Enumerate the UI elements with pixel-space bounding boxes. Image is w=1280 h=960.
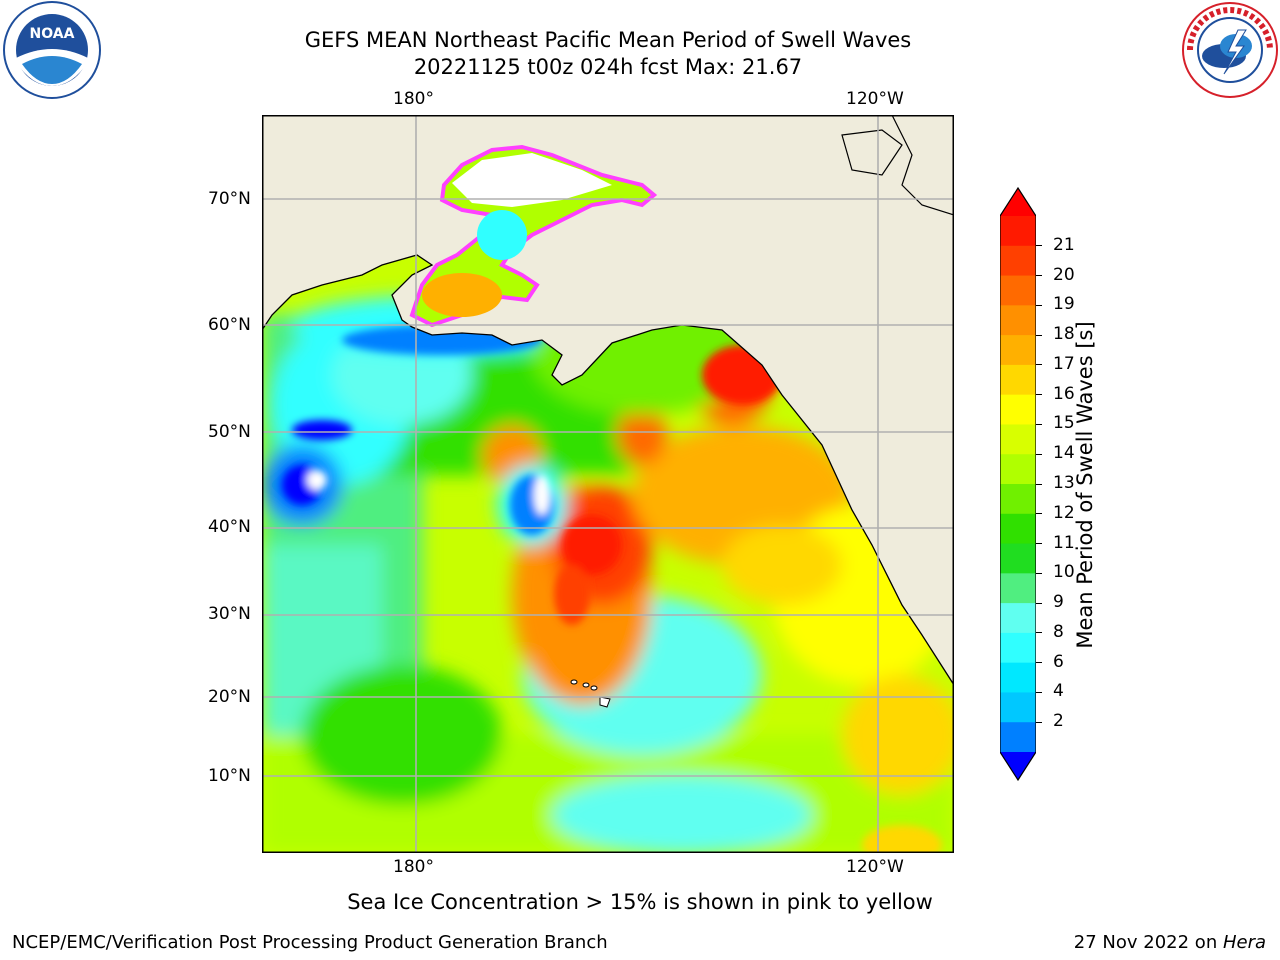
colorbar-segment bbox=[1000, 722, 1036, 753]
colorbar-tick-label: 21 bbox=[1053, 234, 1075, 255]
colorbar-tick-label: 19 bbox=[1053, 294, 1075, 315]
lon-label-bottom-120w: 120°W bbox=[846, 857, 904, 877]
colorbar-tick-label: 17 bbox=[1053, 353, 1075, 374]
colorbar-tick-label: 15 bbox=[1053, 413, 1075, 434]
lon-label-top-120w: 120°W bbox=[846, 89, 904, 109]
colorbar-extend-high bbox=[1000, 188, 1036, 216]
hawaiian-islands bbox=[570, 679, 611, 708]
graticule bbox=[262, 115, 954, 853]
colorbar-tick-mark bbox=[1036, 632, 1042, 634]
land-masses bbox=[261, 114, 955, 688]
footer-date-text: 27 Nov 2022 on bbox=[1073, 932, 1223, 953]
colorbar-tick-mark bbox=[1036, 275, 1042, 277]
lat-label-20n: 20°N bbox=[208, 687, 251, 707]
colorbar-segment bbox=[1000, 484, 1036, 515]
colorbar-segment bbox=[1000, 603, 1036, 634]
swell-field-blobs bbox=[262, 295, 962, 855]
noaa-logo-text: NOAA bbox=[30, 26, 75, 42]
colorbar-tick-label: 9 bbox=[1053, 592, 1064, 613]
colorbar-label: Mean Period of Swell Waves [s] bbox=[1073, 321, 1097, 649]
colorbar-tick-label: 8 bbox=[1053, 621, 1064, 642]
lat-label-50n: 50°N bbox=[208, 422, 251, 442]
colorbar-segment bbox=[1000, 275, 1036, 306]
colorbar-tick-mark bbox=[1036, 691, 1042, 693]
colorbar-tick-label: 14 bbox=[1053, 443, 1075, 464]
lat-label-10n: 10°N bbox=[208, 766, 251, 786]
swell-period-map bbox=[261, 114, 962, 865]
map-frame bbox=[262, 115, 954, 853]
colorbar-segment bbox=[1000, 245, 1036, 277]
nws-logo bbox=[1180, 0, 1280, 100]
colorbar-graphic bbox=[999, 186, 1037, 782]
colorbar-segment bbox=[1000, 513, 1036, 545]
colorbar-segment bbox=[1000, 632, 1036, 664]
colorbar-tick-mark bbox=[1036, 304, 1042, 306]
colorbar-tick-mark bbox=[1036, 721, 1042, 723]
colorbar-segment bbox=[1000, 335, 1036, 366]
footer-date: 27 Nov 2022 on Hera bbox=[1074, 932, 1266, 953]
lat-label-30n: 30°N bbox=[208, 604, 251, 624]
colorbar-segment bbox=[1000, 305, 1036, 336]
colorbar-segment bbox=[1000, 662, 1036, 693]
title-line-1: GEFS MEAN Northeast Pacific Mean Period … bbox=[304, 28, 912, 52]
colorbar-tick-label: 13 bbox=[1053, 473, 1075, 493]
colorbar-tick-label: 6 bbox=[1053, 651, 1064, 672]
lat-label-70n: 70°N bbox=[208, 189, 251, 209]
lat-label-40n: 40°N bbox=[208, 517, 251, 537]
footer-host: Hera bbox=[1222, 932, 1266, 953]
colorbar-segment bbox=[1000, 364, 1036, 396]
colorbar-tick-mark bbox=[1036, 423, 1042, 425]
colorbar-tick-mark bbox=[1036, 662, 1042, 664]
colorbar-tick-mark bbox=[1036, 572, 1042, 574]
colorbar-tick-mark bbox=[1036, 364, 1042, 366]
noaa-logo: NOAA bbox=[2, 0, 102, 100]
colorbar-tick-mark bbox=[1036, 543, 1042, 545]
colorbar-segment bbox=[1000, 543, 1036, 574]
colorbar-tick-mark bbox=[1036, 513, 1042, 515]
colorbar-tick-mark bbox=[1036, 334, 1042, 336]
colorbar-tick-label: 4 bbox=[1053, 681, 1064, 702]
colorbar-tick-label: 11 bbox=[1053, 532, 1075, 553]
sea-ice-note: Sea Ice Concentration > 15% is shown in … bbox=[347, 890, 933, 914]
colorbar-tick-label: 18 bbox=[1053, 324, 1075, 345]
colorbar-tick-mark bbox=[1036, 602, 1042, 604]
colorbar-tick-mark bbox=[1036, 453, 1042, 455]
map-panel[interactable] bbox=[261, 114, 962, 865]
colorbar-segment bbox=[1000, 454, 1036, 485]
colorbar-segment bbox=[1000, 424, 1036, 455]
colorbar-tick-label: 10 bbox=[1053, 562, 1075, 583]
colorbar-tick-mark bbox=[1036, 483, 1042, 485]
colorbar-tick-label: 20 bbox=[1053, 264, 1075, 285]
colorbar-tick-mark bbox=[1036, 394, 1042, 396]
lon-label-bottom-180: 180° bbox=[393, 857, 434, 877]
colorbar-tick-label: 16 bbox=[1053, 383, 1075, 404]
colorbar-extend-low bbox=[1000, 752, 1036, 780]
lat-label-60n: 60°N bbox=[208, 315, 251, 335]
colorbar-tick-label: 2 bbox=[1053, 711, 1064, 732]
colorbar-segment bbox=[1000, 573, 1036, 604]
colorbar-segment bbox=[1000, 394, 1036, 425]
colorbar bbox=[999, 186, 1037, 782]
title-line-2: 20221125 t00z 024h fcst Max: 21.67 bbox=[413, 55, 803, 79]
colorbar-segment bbox=[1000, 216, 1036, 247]
lon-label-top-180: 180° bbox=[393, 89, 434, 109]
colorbar-tick-mark bbox=[1036, 245, 1042, 247]
footer-branch: NCEP/EMC/Verification Post Processing Pr… bbox=[12, 932, 608, 953]
colorbar-tick-label: 12 bbox=[1053, 502, 1075, 523]
colorbar-segment bbox=[1000, 692, 1036, 723]
